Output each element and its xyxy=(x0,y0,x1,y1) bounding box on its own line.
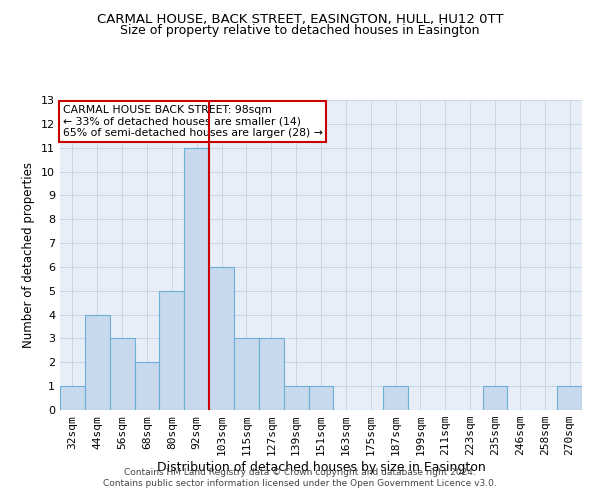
Bar xyxy=(184,148,209,410)
Text: CARMAL HOUSE, BACK STREET, EASINGTON, HULL, HU12 0TT: CARMAL HOUSE, BACK STREET, EASINGTON, HU… xyxy=(97,12,503,26)
Bar xyxy=(259,338,284,410)
Bar xyxy=(134,362,160,410)
Bar xyxy=(60,386,85,410)
Bar xyxy=(160,291,184,410)
Bar xyxy=(85,314,110,410)
Bar xyxy=(557,386,582,410)
Text: Contains HM Land Registry data © Crown copyright and database right 2024.
Contai: Contains HM Land Registry data © Crown c… xyxy=(103,468,497,487)
Bar xyxy=(482,386,508,410)
Bar xyxy=(110,338,134,410)
Y-axis label: Number of detached properties: Number of detached properties xyxy=(22,162,35,348)
Bar xyxy=(308,386,334,410)
Text: Size of property relative to detached houses in Easington: Size of property relative to detached ho… xyxy=(120,24,480,37)
Bar xyxy=(284,386,308,410)
Bar xyxy=(209,267,234,410)
X-axis label: Distribution of detached houses by size in Easington: Distribution of detached houses by size … xyxy=(157,461,485,474)
Text: CARMAL HOUSE BACK STREET: 98sqm
← 33% of detached houses are smaller (14)
65% of: CARMAL HOUSE BACK STREET: 98sqm ← 33% of… xyxy=(62,104,322,138)
Bar xyxy=(234,338,259,410)
Bar xyxy=(383,386,408,410)
